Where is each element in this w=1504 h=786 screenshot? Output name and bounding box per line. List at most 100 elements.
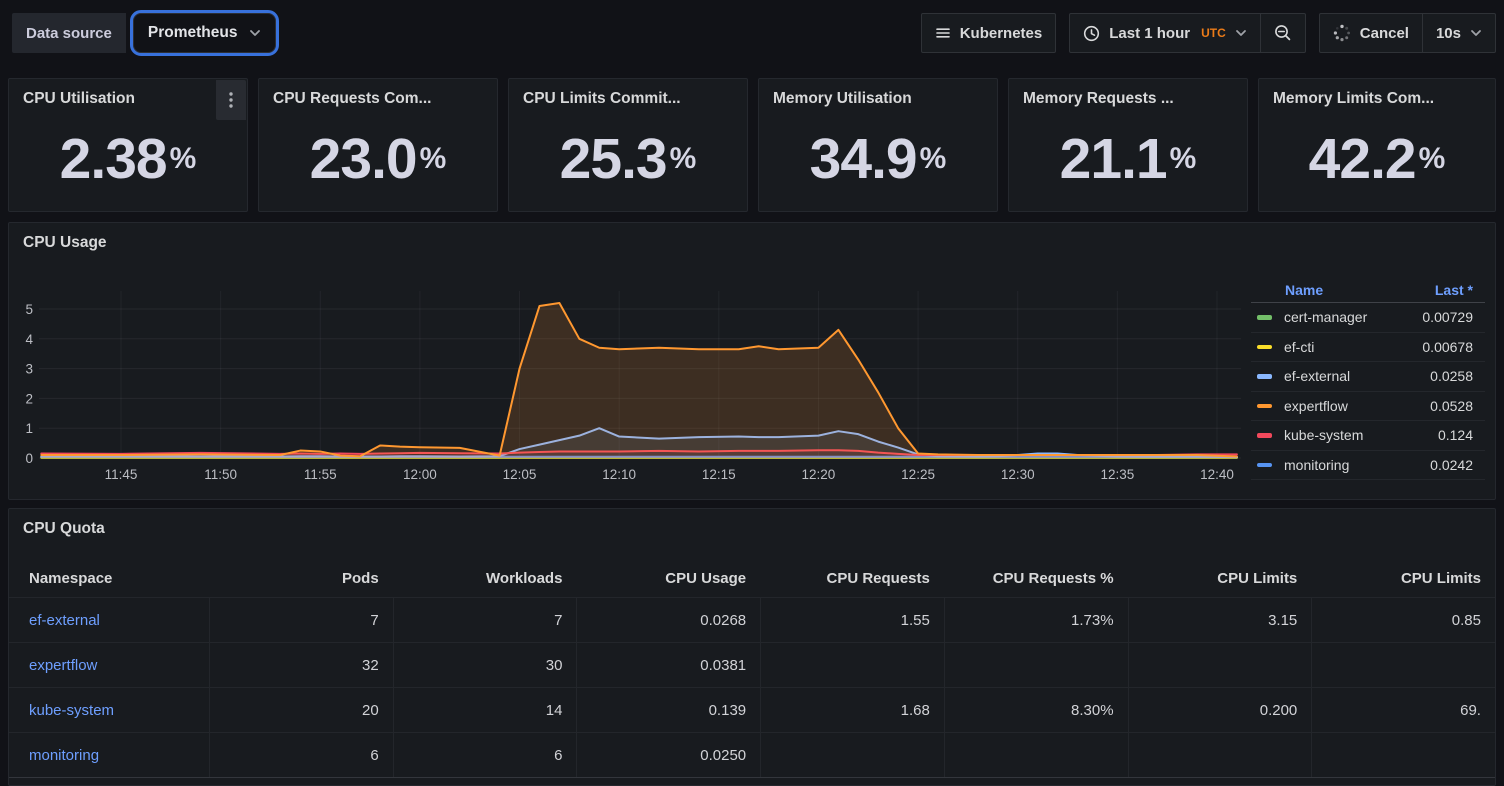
- cpu-usage-panel: CPU Usage 01234511:4511:5011:5512:0012:0…: [8, 222, 1496, 500]
- namespace-link[interactable]: expertflow: [29, 657, 97, 674]
- zoom-out-icon: [1274, 24, 1292, 42]
- cpu-quota-table: Namespace Pods Workloads CPU Usage CPU R…: [9, 559, 1495, 778]
- legend-series-value: 0.0258: [1430, 368, 1473, 384]
- panel-title[interactable]: CPU Quota: [23, 520, 105, 538]
- column-header-workloads[interactable]: Workloads: [393, 559, 577, 597]
- time-range-picker[interactable]: Last 1 hour UTC: [1069, 13, 1261, 53]
- column-header-pods[interactable]: Pods: [209, 559, 393, 597]
- stat-suffix: %: [920, 142, 947, 176]
- svg-text:11:55: 11:55: [304, 467, 337, 482]
- legend-series-name[interactable]: expertflow: [1284, 398, 1348, 414]
- stat-value: 25.3: [560, 126, 667, 192]
- chevron-down-icon: [249, 28, 261, 38]
- panel-title[interactable]: CPU Requests Com...: [273, 90, 431, 108]
- refresh-cancel-button[interactable]: Cancel: [1319, 13, 1423, 53]
- svg-text:11:45: 11:45: [105, 467, 138, 482]
- refresh-interval-dropdown[interactable]: 10s: [1423, 13, 1496, 53]
- legend-series-value: 0.00678: [1422, 339, 1473, 355]
- table-cell: 7: [209, 597, 393, 642]
- cpu-usage-plot: 01234511:4511:5011:5512:0012:0512:1012:1…: [17, 281, 1241, 489]
- svg-text:12:25: 12:25: [901, 467, 935, 482]
- legend-row: cert-manager 0.00729: [1251, 303, 1485, 333]
- legend-last-header[interactable]: Last *: [1435, 282, 1473, 298]
- svg-text:3: 3: [25, 362, 33, 377]
- legend-series-name[interactable]: monitoring: [1284, 457, 1349, 473]
- table-cell: 1.68: [760, 687, 944, 732]
- legend-name-header[interactable]: Name: [1285, 282, 1323, 298]
- series-swatch: [1257, 315, 1272, 320]
- dashboard-menu-button[interactable]: Kubernetes: [921, 13, 1057, 53]
- namespace-link[interactable]: monitoring: [29, 747, 99, 764]
- panel-title[interactable]: CPU Limits Commit...: [523, 90, 681, 108]
- series-swatch: [1257, 345, 1272, 350]
- table-cell: 3.15: [1128, 597, 1312, 642]
- table-cell: 69.: [1311, 687, 1495, 732]
- table-cell: 32: [209, 642, 393, 687]
- kebab-menu-icon: [229, 91, 233, 109]
- dashboard-title: Kubernetes: [960, 25, 1043, 42]
- stat-suffix: %: [420, 142, 447, 176]
- column-header-cpu-usage[interactable]: CPU Usage: [576, 559, 760, 597]
- cpu-quota-panel: CPU Quota Namespace Pods Workloads CPU U…: [8, 508, 1496, 786]
- legend-row: ef-cti 0.00678: [1251, 333, 1485, 363]
- zoom-out-button[interactable]: [1261, 13, 1306, 53]
- legend-row: ef-external 0.0258: [1251, 362, 1485, 392]
- namespace-link[interactable]: kube-system: [29, 702, 114, 719]
- menu-icon: [935, 25, 951, 41]
- panel-title[interactable]: Memory Requests ...: [1023, 90, 1174, 108]
- table-cell-namespace: monitoring: [9, 732, 209, 777]
- legend-series-value: 0.0242: [1430, 457, 1473, 473]
- namespace-link[interactable]: ef-external: [29, 612, 100, 629]
- stat-value: 34.9: [810, 126, 917, 192]
- legend-series-name[interactable]: kube-system: [1284, 427, 1363, 443]
- legend-series-name[interactable]: ef-cti: [1284, 339, 1314, 355]
- table-cell: 8.30%: [944, 687, 1128, 732]
- table-cell-namespace: kube-system: [9, 687, 209, 732]
- loading-spinner-icon: [1333, 24, 1351, 42]
- table-cell: [760, 732, 944, 777]
- stat-panel-memory-requests-commitment: Memory Requests ... 21.1 %: [1008, 78, 1248, 212]
- panel-title[interactable]: Memory Utilisation: [773, 90, 912, 108]
- legend-series-value: 0.0528: [1430, 398, 1473, 414]
- table-cell: 0.200: [1128, 687, 1312, 732]
- column-header-cpu-requests[interactable]: CPU Requests: [760, 559, 944, 597]
- stat-value: 23.0: [310, 126, 417, 192]
- svg-text:12:30: 12:30: [1001, 467, 1035, 482]
- panel-menu-button[interactable]: [216, 80, 246, 120]
- legend-series-name[interactable]: cert-manager: [1284, 309, 1367, 325]
- svg-text:1: 1: [25, 421, 33, 436]
- datasource-label: Data source: [12, 13, 126, 53]
- svg-text:12:10: 12:10: [602, 467, 636, 482]
- table-cell: 14: [393, 687, 577, 732]
- table-cell: 0.0268: [576, 597, 760, 642]
- column-header-cpu-limits-pct[interactable]: CPU Limits: [1311, 559, 1495, 597]
- table-cell: 6: [209, 732, 393, 777]
- legend-series-value: 0.00729: [1422, 309, 1473, 325]
- panel-title[interactable]: Memory Limits Com...: [1273, 90, 1434, 108]
- stat-panel-memory-limits-commitment: Memory Limits Com... 42.2 %: [1258, 78, 1496, 212]
- svg-text:12:35: 12:35: [1100, 467, 1134, 482]
- datasource-value: Prometheus: [148, 24, 238, 42]
- panel-title[interactable]: CPU Utilisation: [23, 90, 135, 108]
- column-header-cpu-requests-pct[interactable]: CPU Requests %: [944, 559, 1128, 597]
- svg-text:12:40: 12:40: [1200, 467, 1234, 482]
- column-header-namespace[interactable]: Namespace: [9, 559, 209, 597]
- datasource-label-text: Data source: [26, 25, 112, 42]
- cancel-label: Cancel: [1360, 25, 1409, 42]
- panel-title[interactable]: CPU Usage: [23, 234, 107, 252]
- table-cell: 0.139: [576, 687, 760, 732]
- svg-text:12:20: 12:20: [802, 467, 836, 482]
- legend-series-name[interactable]: ef-external: [1284, 368, 1350, 384]
- table-cell: 0.85: [1311, 597, 1495, 642]
- legend-row: kube-system 0.124: [1251, 421, 1485, 451]
- legend-row: expertflow 0.0528: [1251, 392, 1485, 422]
- column-header-cpu-limits[interactable]: CPU Limits: [1128, 559, 1312, 597]
- table-cell-namespace: expertflow: [9, 642, 209, 687]
- stat-suffix: %: [1170, 142, 1197, 176]
- refresh-controls: Cancel 10s: [1319, 13, 1496, 53]
- stat-panel-cpu-limits-commitment: CPU Limits Commit... 25.3 %: [508, 78, 748, 212]
- stat-panel-memory-utilisation: Memory Utilisation 34.9 %: [758, 78, 998, 212]
- datasource-picker[interactable]: Prometheus: [133, 13, 277, 53]
- table-cell: [760, 642, 944, 687]
- top-toolbar: Data source Prometheus Kubernetes Last 1…: [0, 0, 1504, 70]
